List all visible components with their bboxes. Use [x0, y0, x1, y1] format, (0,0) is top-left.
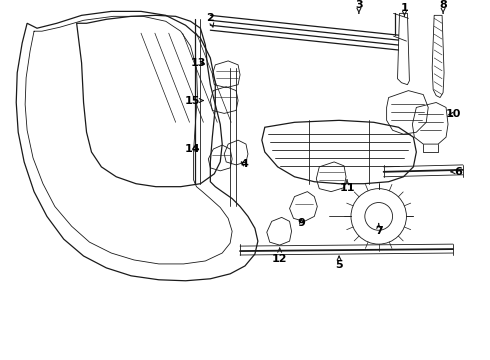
Text: 9: 9: [297, 218, 305, 228]
Text: 14: 14: [185, 144, 200, 154]
Text: 6: 6: [451, 167, 462, 177]
Text: 7: 7: [375, 224, 383, 236]
Text: 1: 1: [401, 3, 408, 16]
Text: 12: 12: [272, 248, 288, 264]
Text: 11: 11: [339, 180, 355, 193]
Text: 15: 15: [185, 95, 203, 105]
Text: 2: 2: [206, 13, 214, 27]
Text: 3: 3: [355, 0, 363, 13]
Text: 13: 13: [191, 58, 206, 68]
Text: 10: 10: [445, 109, 461, 120]
Text: 8: 8: [439, 0, 447, 13]
Text: 4: 4: [240, 159, 248, 169]
Text: 5: 5: [335, 256, 343, 270]
